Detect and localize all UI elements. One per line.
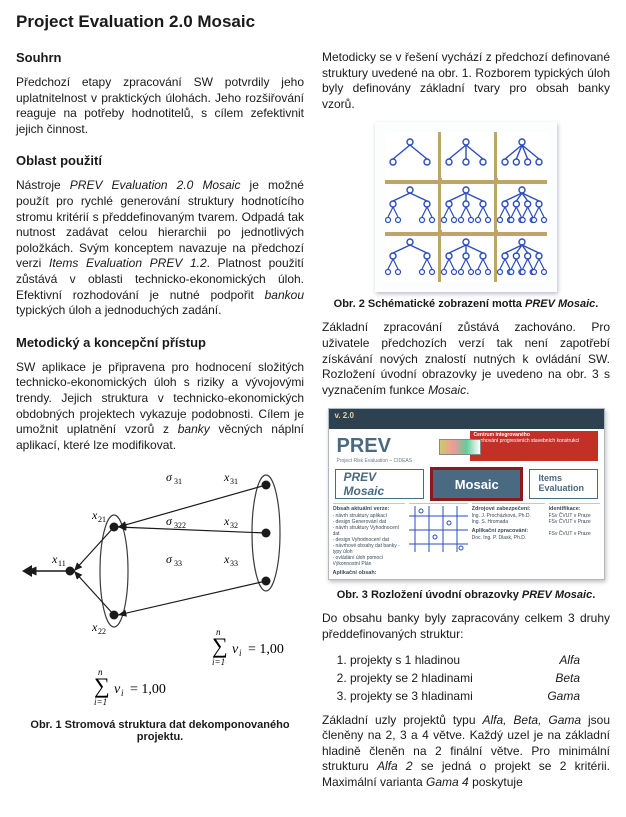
svg-text:x: x [223,514,230,528]
mosaic-cell [441,236,491,282]
svg-text:22: 22 [98,627,106,636]
right-column: Metodicky se v řešení vychází z předchoz… [322,50,610,801]
pm-lower-col1: Obsah aktuální verze: - návrh struktury … [333,503,406,575]
pm-topbar: v. 2.0 [329,409,604,429]
mosaic-cell [385,184,435,230]
svg-text:322: 322 [174,521,186,530]
mosaic-cell [497,132,547,178]
fig1-caption: Obr. 1 Stromová struktura dat dekomponov… [16,719,304,743]
right-para-4: Základní uzly projektů typu Alfa, Beta, … [322,713,610,791]
mosaic-cell [385,132,435,178]
pm-red-banner: Centrum integrovaného navrhování progres… [470,431,598,461]
grid-mosaic-figure [322,122,610,292]
two-column-layout: Souhrn Předchozí etapy zpracování SW pot… [16,50,610,801]
svg-text:∑: ∑ [94,673,110,698]
svg-text:x: x [51,552,58,566]
list-item: projekty s 1 hladinouAlfa [350,653,610,667]
para-summary: Předchozí etapy zpracování SW potvrdily … [16,75,304,137]
svg-text:σ: σ [166,470,173,484]
svg-text:31: 31 [174,477,182,486]
svg-text:σ: σ [166,514,173,528]
svg-text:i: i [239,648,242,658]
pm-btn-prev-mosaic[interactable]: PREV Mosaic [335,469,424,499]
svg-text:v: v [232,642,239,657]
prev-mosaic-figure: v. 2.0 Centrum integrovaného navrhování … [322,408,610,583]
right-para-2: Základní zpracování zůstává zachováno. P… [322,320,610,398]
svg-text:i: i [121,688,124,698]
pm-colorbar-icon [439,439,481,455]
structure-list: projekty s 1 hladinouAlfa projekty se 2 … [322,653,610,703]
mosaic-cell [385,236,435,282]
heading-summary: Souhrn [16,50,304,65]
pm-btn-items-eval[interactable]: Items Evaluation [529,469,597,499]
svg-text:= 1,00: = 1,00 [248,642,284,657]
svg-text:∑: ∑ [212,633,228,658]
heading-scope: Oblast použití [16,153,304,168]
para-scope: Nástroje PREV Evaluation 2.0 Mosaic je m… [16,178,304,318]
mosaic-cell [441,132,491,178]
heading-method: Metodický a koncepční přístup [16,335,304,350]
pm-lower-col3: Zdrojové zabezpečení: Ing. J. Procházkov… [472,503,545,575]
svg-text:x: x [223,552,230,566]
right-para-1: Metodicky se v řešení vychází z předchoz… [322,50,610,112]
fig3-caption: Obr. 3 Rozložení úvodní obrazovky PREV M… [322,589,610,601]
svg-text:i=1: i=1 [94,697,107,707]
svg-text:33: 33 [174,559,182,568]
svg-text:x: x [223,470,230,484]
left-column: Souhrn Předchozí etapy zpracování SW pot… [16,50,304,801]
svg-text:33: 33 [230,559,238,568]
tree-structure-figure: x 11 x 21 x 22 σ 31 x 31 σ 322 x 32 σ 33… [16,463,306,713]
svg-text:32: 32 [230,521,238,530]
list-item: projekty se 3 hladinamiGama [350,689,610,703]
list-item: projekty se 2 hladinamiBeta [350,671,610,685]
pm-lower-col2 [409,503,467,575]
right-para-3: Do obsahu banky byly zapracovány celkem … [322,611,610,642]
para-method: SW aplikace je připravena pro hodnocení … [16,360,304,454]
svg-text:v: v [114,682,121,697]
fig2-caption: Obr. 2 Schématické zobrazení motta PREV … [322,298,610,310]
svg-text:= 1,00: = 1,00 [130,682,166,697]
formula-sum-lower: i=1 [212,657,225,667]
mosaic-cell [497,236,547,282]
page-title: Project Evaluation 2.0 Mosaic [16,12,610,32]
mosaic-cell [497,184,547,230]
pm-lower-col4: Identifikace: FSv ČVUT v Praze FSv ČVUT … [549,503,600,575]
svg-text:σ: σ [166,552,173,566]
svg-text:11: 11 [58,559,66,568]
mosaic-cell [441,184,491,230]
svg-text:x: x [91,508,98,522]
pm-prev-logo: PREV Project Risk Evaluation – CIDEAS [337,435,413,464]
svg-text:21: 21 [98,515,106,524]
svg-text:x: x [91,620,98,634]
pm-btn-mosaic[interactable]: Mosaic [430,467,523,501]
svg-text:31: 31 [230,477,238,486]
